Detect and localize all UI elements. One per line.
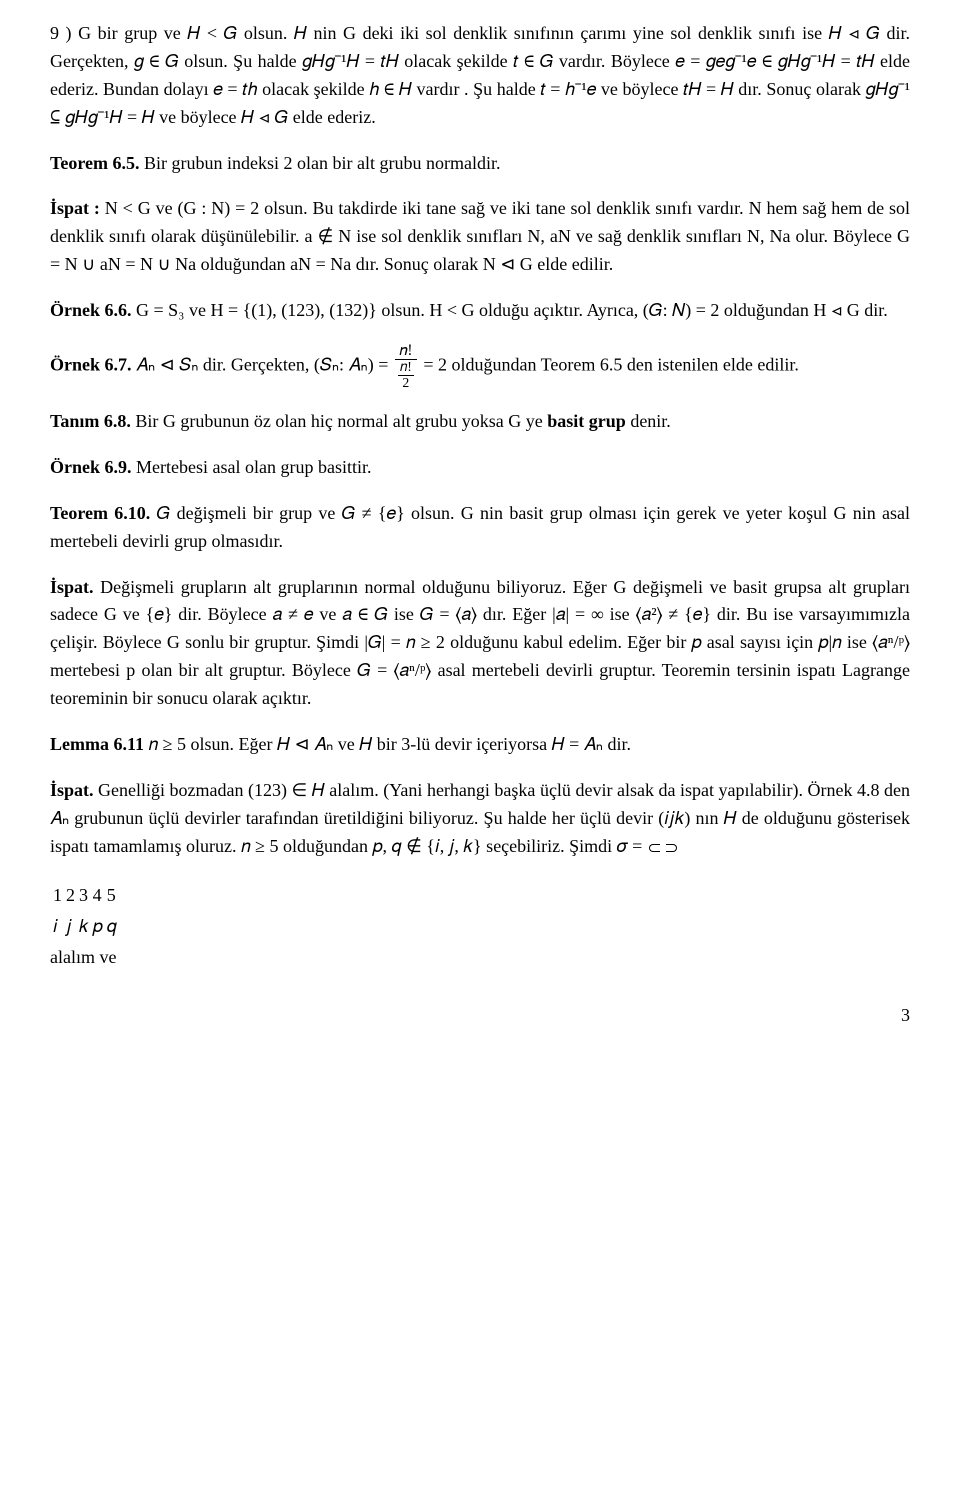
theorem-6-10: Teorem 6.10. 𝐺 değişmeli bir grup ve 𝐺 ≠… (50, 500, 910, 556)
matrix-cell: 𝑞 (106, 912, 118, 942)
matrix-cell: 𝑘 (78, 912, 90, 942)
matrix-cell: 𝑝 (92, 912, 104, 942)
lemma-label: Lemma 6.11 (50, 734, 144, 754)
definition-term: basit grup (547, 411, 626, 431)
proof-label: İspat : (50, 198, 100, 218)
fraction: 𝑛! 𝑛! 2 (395, 343, 417, 390)
proof-post: alalım ve (50, 947, 116, 967)
example-label: Örnek 6.6. (50, 300, 132, 320)
sub-fraction-num: 𝑛! (398, 360, 414, 374)
proof-text: Değişmeli grupların alt gruplarının norm… (50, 577, 910, 709)
lemma-text: 𝑛 ≥ 5 olsun. Eğer 𝐻 ⊲ 𝐴ₙ ve 𝐻 bir 3-lü d… (144, 734, 631, 754)
proof-label: İspat. (50, 577, 94, 597)
example-6-9: Örnek 6.9. Mertebesi asal olan grup basi… (50, 454, 910, 482)
example-6-7: Örnek 6.7. 𝐴ₙ ⊲ 𝑆ₙ dir. Gerçekten, (𝑆ₙ: … (50, 343, 910, 390)
theorem-text: 𝐺 değişmeli bir grup ve 𝐺 ≠ {𝑒} olsun. G… (50, 503, 910, 551)
definition-6-8: Tanım 6.8. Bir G grubunun öz olan hiç no… (50, 408, 910, 436)
paragraph-9: 9 ) G bir grup ve 𝐻 < 𝐺 olsun. 𝐻 nin G d… (50, 20, 910, 132)
matrix-cell: 1 (52, 881, 63, 911)
fraction-numerator: 𝑛! (395, 343, 417, 359)
page-number: 3 (50, 1002, 910, 1030)
theorem-label: Teorem 6.5. (50, 153, 140, 173)
example-label: Örnek 6.9. (50, 457, 132, 477)
example-pre: 𝐴ₙ ⊲ 𝑆ₙ dir. Gerçekten, (𝑆ₙ: 𝐴ₙ) = (132, 355, 393, 375)
proof-label: İspat. (50, 780, 94, 800)
matrix-cell: 2 (65, 881, 76, 911)
proof-6-5: İspat : N < G ve (G : N) = 2 olsun. Bu t… (50, 195, 910, 279)
matrix-cell: 4 (92, 881, 104, 911)
proof-6-10: İspat. Değişmeli grupların alt grupların… (50, 574, 910, 713)
definition-label: Tanım 6.8. (50, 411, 131, 431)
lemma-6-11: Lemma 6.11 𝑛 ≥ 5 olsun. Eğer 𝐻 ⊲ 𝐴ₙ ve 𝐻… (50, 731, 910, 759)
fraction-denominator: 𝑛! 2 (395, 359, 417, 390)
theorem-text: Bir grubun indeksi 2 olan bir alt grubu … (140, 153, 501, 173)
sub-fraction: 𝑛! 2 (398, 360, 414, 390)
example-label: Örnek 6.7. (50, 355, 132, 375)
matrix-cell: 𝑗 (65, 912, 76, 942)
matrix-cell: 𝑖 (52, 912, 63, 942)
example-text: Mertebesi asal olan grup basittir. (132, 457, 372, 477)
proof-6-11: İspat. Genelliği bozmadan (123) ∈ 𝐻 alal… (50, 777, 910, 861)
sub-fraction-den: 2 (398, 375, 414, 390)
example-text: G = S₃ ve H = {(1), (123), (132)} olsun.… (132, 300, 888, 320)
example-6-6: Örnek 6.6. G = S₃ ve H = {(1), (123), (1… (50, 297, 910, 325)
matrix-cell: 3 (78, 881, 90, 911)
permutation-matrix (649, 844, 677, 852)
matrix-cell: 5 (106, 881, 118, 911)
theorem-6-5: Teorem 6.5. Bir grubun indeksi 2 olan bi… (50, 150, 910, 178)
definition-pre: Bir G grubunun öz olan hiç normal alt gr… (131, 411, 547, 431)
theorem-label: Teorem 6.10. (50, 503, 150, 523)
proof-text: N < G ve (G : N) = 2 olsun. Bu takdirde … (50, 198, 910, 274)
proof-pre: Genelliği bozmadan (123) ∈ 𝐻 alalım. (Ya… (50, 780, 910, 856)
example-post: = 2 olduğundan Teorem 6.5 den istenilen … (419, 355, 799, 375)
definition-post: denir. (626, 411, 671, 431)
